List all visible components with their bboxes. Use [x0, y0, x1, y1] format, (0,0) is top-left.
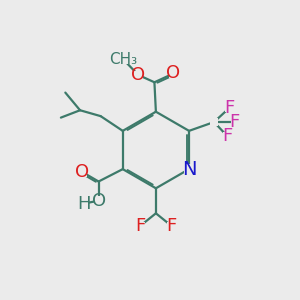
FancyBboxPatch shape — [115, 55, 132, 64]
FancyBboxPatch shape — [94, 196, 103, 205]
Text: O: O — [92, 192, 106, 210]
Text: F: F — [230, 113, 240, 131]
Text: F: F — [166, 217, 176, 235]
FancyBboxPatch shape — [136, 221, 145, 230]
Text: O: O — [167, 64, 181, 82]
FancyBboxPatch shape — [134, 70, 143, 79]
FancyBboxPatch shape — [167, 221, 175, 230]
FancyBboxPatch shape — [231, 118, 239, 126]
FancyBboxPatch shape — [225, 104, 233, 112]
FancyBboxPatch shape — [80, 200, 88, 208]
Text: O: O — [75, 163, 89, 181]
Text: F: F — [222, 127, 233, 145]
FancyBboxPatch shape — [223, 132, 231, 140]
FancyBboxPatch shape — [78, 168, 87, 176]
FancyBboxPatch shape — [210, 118, 218, 126]
FancyBboxPatch shape — [169, 69, 178, 78]
Text: N: N — [182, 160, 196, 178]
Text: O: O — [131, 66, 145, 84]
Text: F: F — [224, 99, 235, 117]
Text: F: F — [136, 217, 146, 235]
Text: H: H — [77, 195, 91, 213]
FancyBboxPatch shape — [184, 164, 194, 174]
Text: CH₃: CH₃ — [110, 52, 138, 67]
